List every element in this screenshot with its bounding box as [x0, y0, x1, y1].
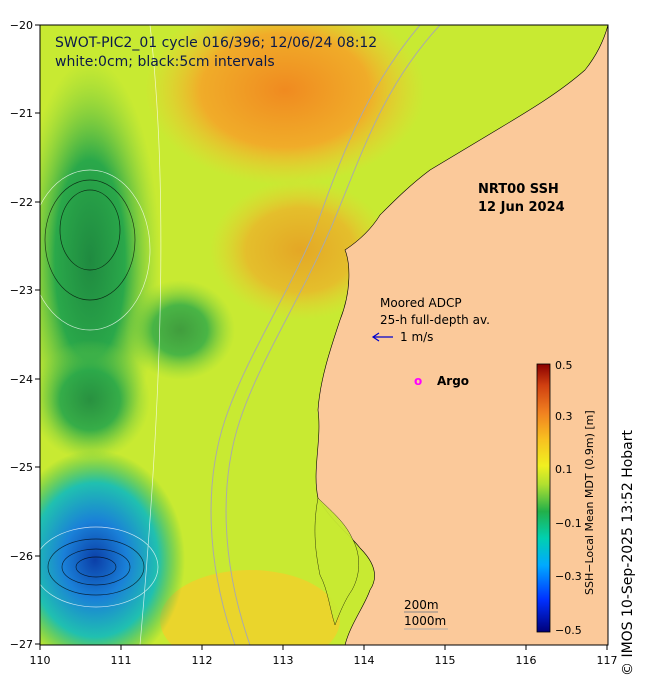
- y-tick-label: −24: [10, 373, 33, 386]
- x-axis: 110 111 112 113 114 115 116 117: [30, 645, 618, 667]
- x-tick-label: 110: [30, 654, 51, 667]
- isobath-label-200m: 200m: [404, 598, 439, 612]
- adcp-arrow-icon: [371, 332, 393, 342]
- argo-marker-icon: o: [414, 374, 422, 388]
- x-tick-label: 113: [273, 654, 294, 667]
- y-tick-label: −23: [10, 284, 33, 297]
- x-tick-label: 115: [435, 654, 456, 667]
- shark-bay-peninsula: [314, 497, 359, 626]
- y-axis: −20 −21 −22 −23 −24 −25 −26 −27: [10, 19, 40, 651]
- y-tick-label: −22: [10, 196, 33, 209]
- argo-label: Argo: [437, 374, 469, 388]
- colorbar-tick: 0.3: [555, 410, 573, 423]
- credit-text: © IMOS 10-Sep-2025 13:52 Hobart: [620, 430, 636, 676]
- colorbar-tick: −0.1: [555, 517, 582, 530]
- colorbar-tick: 0.1: [555, 463, 573, 476]
- x-tick-label: 117: [597, 654, 618, 667]
- contours-white: [40, 25, 162, 645]
- x-tick-label: 112: [192, 654, 213, 667]
- product-date: 12 Jun 2024: [478, 200, 565, 215]
- map-title: SWOT-PIC2_01 cycle 016/396; 12/06/24 08:…: [55, 35, 377, 51]
- y-tick-label: −25: [10, 461, 33, 474]
- adcp-title: Moored ADCP: [380, 296, 462, 310]
- y-tick-label: −20: [10, 19, 33, 32]
- x-tick-label: 116: [516, 654, 537, 667]
- x-tick-label: 111: [111, 654, 132, 667]
- contours-black: [44, 179, 145, 596]
- isobath-lines: [210, 25, 441, 645]
- product-name: NRT00 SSH: [478, 182, 559, 197]
- colorbar-title: SSH−Local Mean MDT (0.9m) [m]: [583, 410, 596, 595]
- colorbar-tick: −0.3: [555, 570, 582, 583]
- adcp-scale-label: 1 m/s: [400, 330, 433, 344]
- x-tick-label: 114: [354, 654, 375, 667]
- y-tick-label: −27: [10, 638, 33, 651]
- plot-frame: [39, 24, 609, 646]
- isobath-label-1000m: 1000m: [404, 614, 446, 628]
- colorbar-ticks: 0.5 0.3 0.1 −0.1 −0.3 −0.5: [555, 359, 582, 637]
- map-subtitle: white:0cm; black:5cm intervals: [55, 54, 275, 70]
- colorbar-tick: −0.5: [555, 624, 582, 637]
- colorbar-tick: 0.5: [555, 359, 573, 372]
- y-tick-label: −26: [10, 550, 33, 563]
- colorbar: [536, 363, 551, 633]
- land-mass: [315, 24, 609, 646]
- adcp-subtitle: 25-h full-depth av.: [380, 313, 490, 327]
- y-tick-label: −21: [10, 107, 33, 120]
